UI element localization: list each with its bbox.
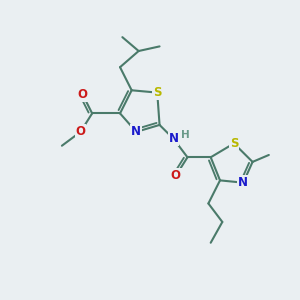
Text: S: S [153,86,161,99]
Text: O: O [76,125,85,138]
Text: O: O [78,88,88,101]
Text: H: H [181,130,190,140]
Text: N: N [238,176,248,189]
Text: O: O [171,169,181,182]
Text: S: S [230,137,238,150]
Text: N: N [131,125,141,138]
Text: N: N [169,132,178,145]
